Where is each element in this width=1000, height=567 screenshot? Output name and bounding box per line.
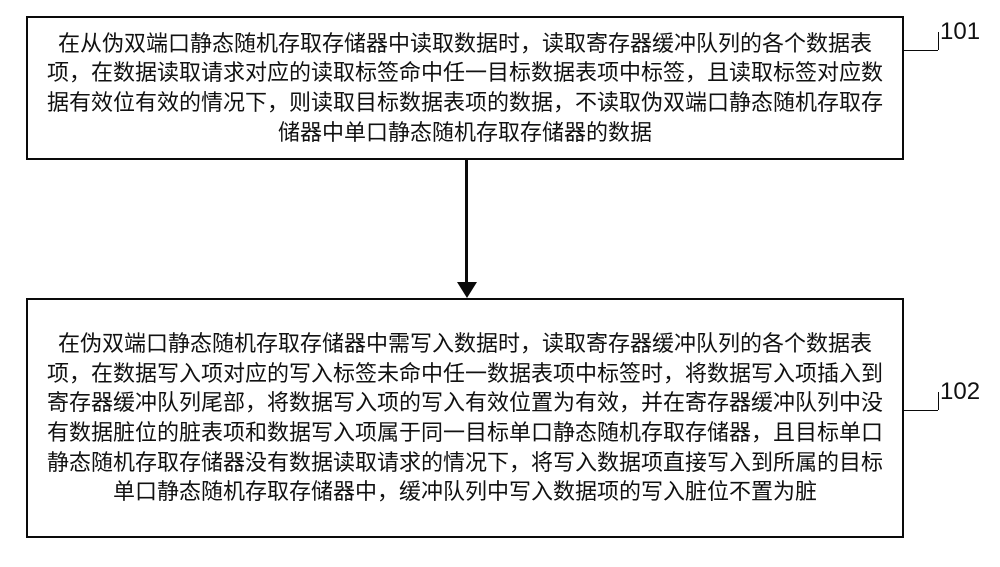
diagram-canvas: 在从伪双端口静态随机存取存储器中读取数据时，读取寄存器缓冲队列的各个数据表项，在… — [0, 0, 1000, 567]
flow-arrow-line — [465, 160, 468, 282]
leader-line-102-v — [938, 392, 939, 410]
flow-arrow-head — [457, 282, 477, 298]
step-101-text: 在从伪双端口静态随机存取存储器中读取数据时，读取寄存器缓冲队列的各个数据表项，在… — [42, 29, 888, 148]
step-label-102: 102 — [940, 378, 980, 406]
leader-line-101-v — [938, 32, 939, 50]
step-label-101: 101 — [940, 18, 980, 46]
step-box-102: 在伪双端口静态随机存取存储器中需写入数据时，读取寄存器缓冲队列的各个数据表项，在… — [26, 298, 904, 538]
leader-line-102-h — [904, 410, 938, 411]
step-box-101: 在从伪双端口静态随机存取存储器中读取数据时，读取寄存器缓冲队列的各个数据表项，在… — [26, 16, 904, 160]
leader-line-101-h — [904, 50, 938, 51]
step-102-text: 在伪双端口静态随机存取存储器中需写入数据时，读取寄存器缓冲队列的各个数据表项，在… — [42, 329, 888, 507]
